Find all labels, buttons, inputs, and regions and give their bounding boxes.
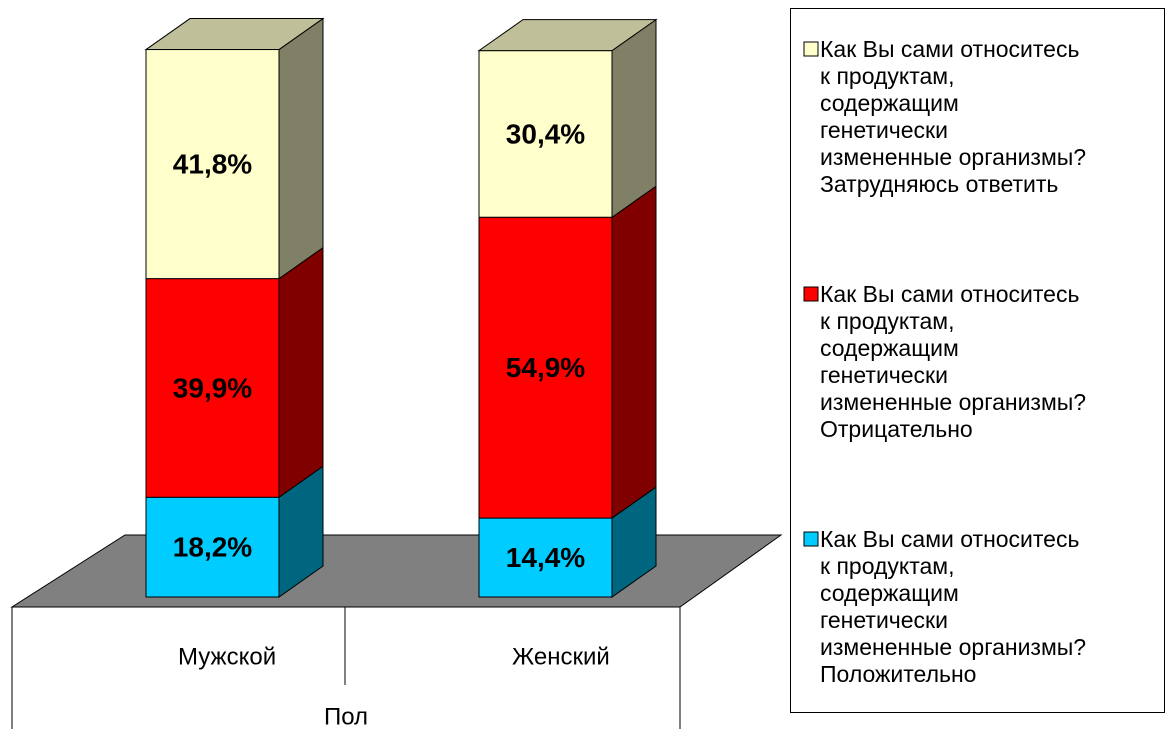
bar-front [478,50,613,218]
value-label: 30,4% [506,118,585,149]
value-label: 39,9% [173,372,252,403]
bar-side [278,246,324,499]
legend-label: Как Вы сами относитесь к продуктам, соде… [820,281,1087,442]
legend-swatch [803,531,819,547]
legend-swatch [803,286,819,302]
bar-side [611,185,657,520]
x-axis-title: Пол [324,703,368,729]
value-label: 54,9% [506,352,585,383]
bar-top [477,19,658,52]
x-tick-label: Женский [512,643,610,670]
bar-front [145,496,280,598]
bar-front [478,216,613,519]
legend-label: Как Вы сами относитесь к продуктам, соде… [820,36,1087,197]
bar-side [278,17,324,280]
bar-front [145,49,280,280]
value-label: 14,4% [506,542,585,573]
bar-front [145,278,280,498]
legend-box [790,8,1165,713]
bar-top [144,18,325,51]
x-tick-label: Мужской [178,643,276,670]
value-label: 18,2% [173,532,252,563]
legend-swatch [803,41,819,57]
value-label: 41,8% [173,148,252,179]
bar-front [478,517,613,598]
legend-label: Как Вы сами относитесь к продуктам, соде… [820,526,1087,687]
floor [10,534,783,608]
bar-side [611,18,657,219]
